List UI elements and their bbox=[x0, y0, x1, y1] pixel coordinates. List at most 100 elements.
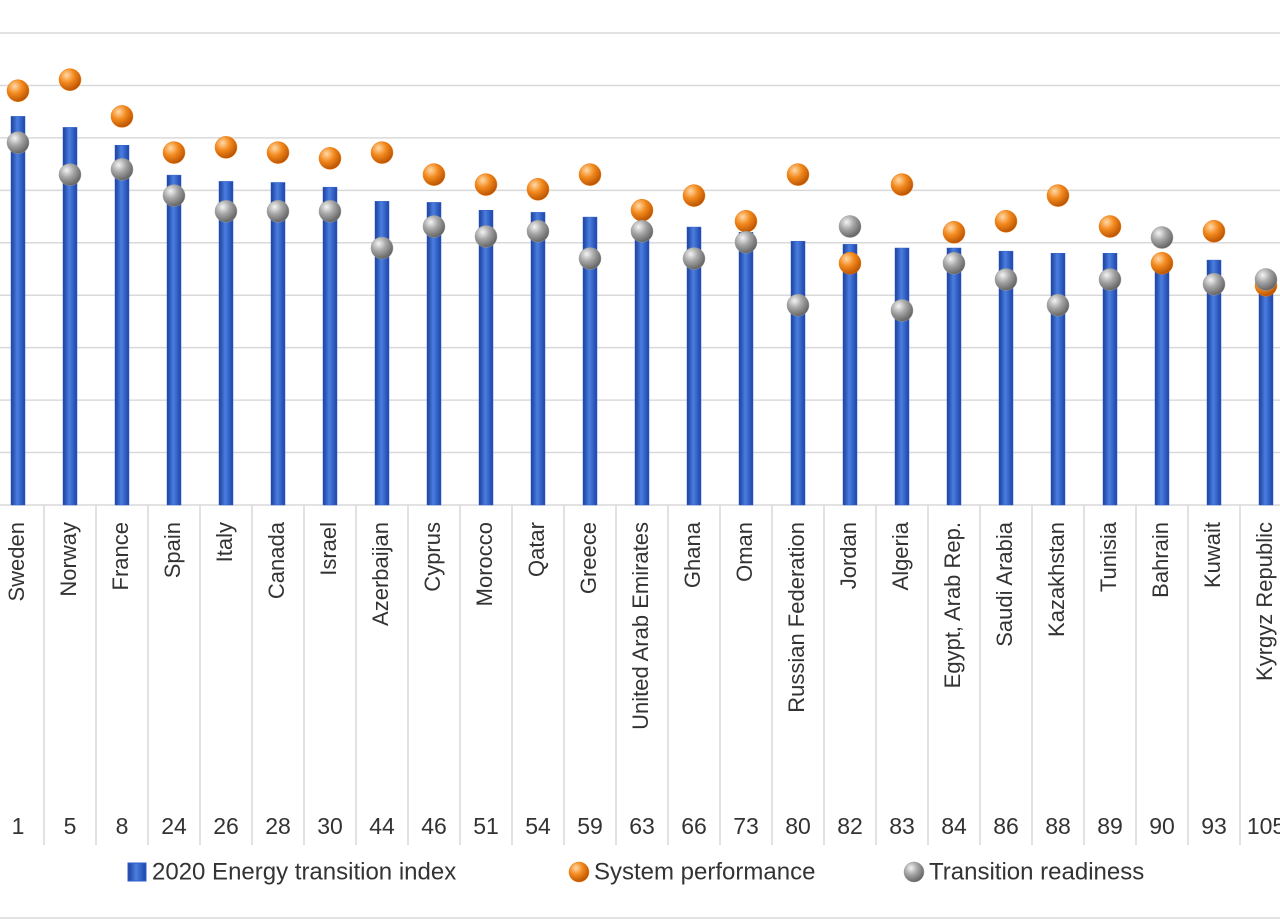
bar bbox=[530, 212, 546, 506]
rank-label: 5 bbox=[64, 813, 77, 839]
rank-label: 86 bbox=[993, 813, 1019, 839]
dot bbox=[942, 221, 966, 244]
bar bbox=[374, 201, 390, 506]
x-tick-label: Russian Federation bbox=[784, 522, 809, 713]
bar bbox=[10, 116, 26, 506]
x-tick-label: Morocco bbox=[472, 522, 497, 606]
bar bbox=[946, 247, 962, 506]
rank-label: 93 bbox=[1201, 813, 1227, 839]
marks bbox=[6, 68, 1278, 506]
bar bbox=[166, 174, 182, 506]
rank-label: 44 bbox=[369, 813, 395, 839]
dot bbox=[110, 158, 134, 181]
dot bbox=[162, 184, 186, 207]
legend-label: System performance bbox=[594, 858, 815, 885]
rank-label: 105 bbox=[1247, 813, 1280, 839]
x-tick-label: Spain bbox=[160, 522, 185, 578]
bar bbox=[842, 244, 858, 506]
dot bbox=[6, 131, 30, 154]
x-tick-label: Bahrain bbox=[1148, 522, 1173, 598]
bar bbox=[1258, 287, 1274, 506]
dot bbox=[890, 299, 914, 322]
dot bbox=[526, 178, 550, 201]
legend-label: Transition readiness bbox=[929, 858, 1144, 885]
category-axis: Sweden 1 Norway 5 France 8 Spain 24 Italy 26 Canad… bbox=[4, 505, 1280, 845]
rank-label: 88 bbox=[1045, 813, 1071, 839]
x-tick-label: Italy bbox=[212, 522, 237, 562]
legend-swatch bbox=[127, 862, 147, 882]
legend-swatch bbox=[568, 861, 590, 883]
rank-label: 63 bbox=[629, 813, 655, 839]
dot bbox=[214, 136, 238, 159]
bar bbox=[62, 127, 78, 506]
dot bbox=[526, 219, 550, 243]
dot bbox=[734, 210, 758, 233]
bar bbox=[738, 232, 754, 506]
legend: 2020 Energy transition index System perfo… bbox=[127, 858, 1144, 885]
dot bbox=[422, 215, 446, 238]
dot bbox=[734, 231, 758, 254]
dot bbox=[162, 141, 186, 164]
dot bbox=[1150, 251, 1174, 275]
dot bbox=[1098, 268, 1122, 291]
x-tick-label: France bbox=[108, 522, 133, 590]
x-tick-label: Cyprus bbox=[420, 522, 445, 592]
rank-label: 26 bbox=[213, 813, 239, 839]
dot bbox=[682, 247, 706, 270]
dot bbox=[942, 251, 966, 275]
x-tick-label: Azerbaijan bbox=[368, 522, 393, 626]
rank-label: 46 bbox=[421, 813, 447, 839]
dot bbox=[630, 199, 654, 222]
bar bbox=[1154, 257, 1170, 506]
dot bbox=[578, 247, 602, 270]
dot bbox=[474, 173, 498, 196]
dot bbox=[58, 163, 82, 186]
dot bbox=[266, 200, 290, 223]
x-tick-label: Greece bbox=[576, 522, 601, 594]
dot bbox=[1046, 184, 1070, 207]
rank-label: 83 bbox=[889, 813, 915, 839]
rank-label: 54 bbox=[525, 813, 551, 839]
dot bbox=[58, 68, 82, 91]
dot bbox=[318, 200, 342, 223]
x-tick-label: Qatar bbox=[524, 522, 549, 577]
bar bbox=[218, 181, 234, 506]
dot bbox=[266, 141, 290, 164]
x-tick-label: Algeria bbox=[888, 521, 913, 590]
dot bbox=[838, 251, 862, 275]
rank-label: 82 bbox=[837, 813, 863, 839]
dot bbox=[994, 210, 1018, 233]
rank-label: 1 bbox=[12, 813, 25, 839]
x-tick-label: Canada bbox=[264, 521, 289, 599]
rank-label: 80 bbox=[785, 813, 811, 839]
legend-swatch bbox=[903, 861, 925, 883]
rank-label: 24 bbox=[161, 813, 187, 839]
dot bbox=[370, 236, 394, 260]
dot bbox=[890, 173, 914, 196]
dot bbox=[318, 147, 342, 170]
bar bbox=[1050, 253, 1066, 506]
bar bbox=[1102, 253, 1118, 506]
dot bbox=[838, 215, 862, 238]
rank-label: 66 bbox=[681, 813, 707, 839]
rank-label: 51 bbox=[473, 813, 499, 839]
dot bbox=[578, 163, 602, 186]
bar bbox=[1206, 259, 1222, 506]
x-tick-label: Saudi Arabia bbox=[992, 521, 1017, 647]
x-tick-label: Tunisia bbox=[1096, 521, 1121, 592]
dot bbox=[422, 163, 446, 186]
x-tick-label: Israel bbox=[316, 522, 341, 576]
x-tick-label: Sweden bbox=[4, 522, 29, 602]
dot bbox=[6, 79, 30, 102]
dot bbox=[1098, 215, 1122, 238]
bar bbox=[114, 144, 130, 506]
dot bbox=[1046, 293, 1070, 317]
dot bbox=[110, 105, 134, 128]
dot bbox=[1202, 219, 1226, 243]
dot bbox=[474, 225, 498, 248]
x-tick-label: Norway bbox=[56, 522, 81, 597]
bar bbox=[998, 250, 1014, 506]
bar bbox=[894, 247, 910, 506]
bar bbox=[790, 240, 806, 506]
